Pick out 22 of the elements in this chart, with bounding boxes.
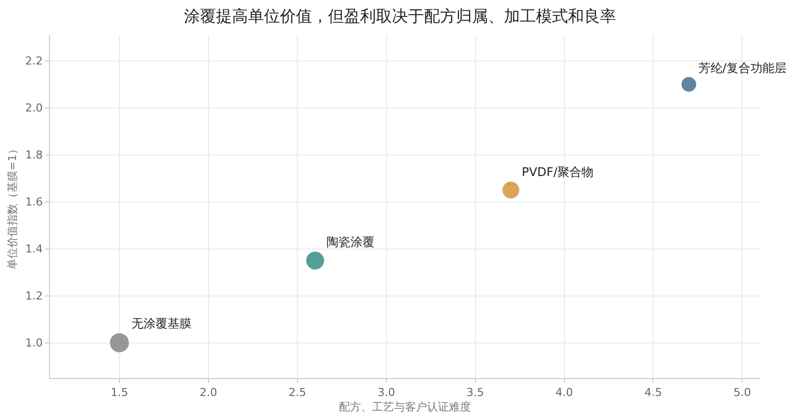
x-tick-label: 3.5	[466, 386, 484, 400]
y-tick-label: 1.4	[25, 242, 43, 256]
x-tick-label: 5.0	[733, 386, 751, 400]
y-tick-label: 1.2	[25, 290, 43, 303]
y-tick-label: 2.2	[25, 54, 43, 68]
x-tick-label: 4.0	[556, 386, 574, 400]
x-tick-label: 2.0	[200, 386, 218, 400]
series-label: 无涂覆基膜	[132, 316, 192, 331]
x-tick-label: 2.5	[288, 386, 306, 400]
series-label: 陶瓷涂覆	[326, 234, 375, 249]
x-tick-label: 4.5	[644, 386, 662, 400]
series-label: 芳纶/复合功能层	[698, 60, 786, 75]
y-tick-label: 2.0	[25, 102, 43, 115]
x-tick-label: 1.5	[110, 386, 128, 400]
y-axis-title: 单位价值指数（基膜=1）	[6, 143, 19, 270]
x-axis-title: 配方、工艺与客户认证难度	[339, 400, 471, 414]
y-tick-label: 1.6	[25, 196, 43, 209]
y-tick-label: 1.0	[25, 336, 43, 350]
y-tick-label: 1.8	[25, 148, 43, 162]
series-label: PVDF/聚合物	[522, 165, 594, 180]
chart-title: 涂覆提高单位价值，但盈利取决于配方归属、加工模式和良率	[184, 6, 616, 26]
x-tick-label: 3.0	[378, 386, 396, 400]
